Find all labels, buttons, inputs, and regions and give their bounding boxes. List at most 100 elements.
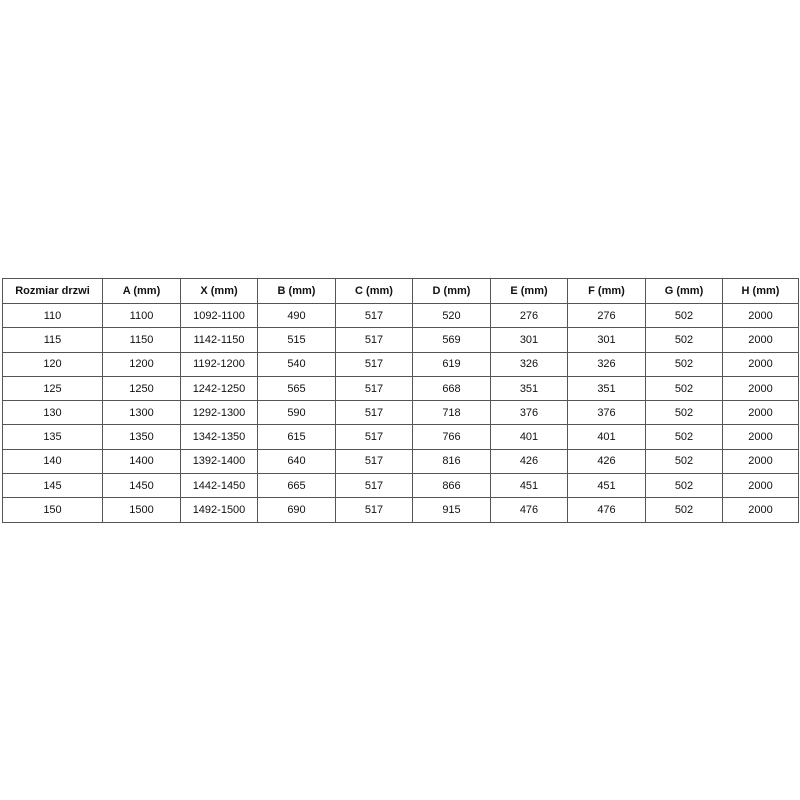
header-cell: E (mm)	[490, 278, 568, 304]
table-cell: 145	[2, 473, 103, 499]
table-cell: 2000	[722, 375, 799, 402]
table-cell: 2000	[722, 351, 799, 377]
table-cell: 351	[567, 375, 646, 402]
table-row: 130 1300 1292-1300 590 517 718 376 376 502 2000	[2, 400, 799, 426]
table-cell: 276	[490, 302, 568, 329]
table-cell: 1292-1300	[180, 400, 258, 426]
table-row: 140 1400 1392-1400 640 517 816 426 426 502 2000	[2, 448, 799, 475]
header-cell: A (mm)	[102, 278, 181, 304]
table-row: 110 1100 1092-1100 490 517 520 276 276 502 2000	[2, 302, 799, 329]
table-cell: 665	[257, 473, 336, 499]
table-cell: 640	[257, 448, 336, 475]
table-cell: 569	[412, 327, 491, 353]
header-cell: B (mm)	[257, 278, 336, 304]
table-cell: 2000	[722, 302, 799, 329]
table-cell: 326	[490, 351, 568, 377]
table-cell: 565	[257, 375, 336, 402]
table-cell: 451	[490, 473, 568, 499]
table-cell: 2000	[722, 473, 799, 499]
table-cell: 2000	[722, 448, 799, 475]
table-cell: 451	[567, 473, 646, 499]
table-cell: 401	[567, 424, 646, 450]
table-cell: 502	[645, 497, 723, 523]
table-body: 110 1100 1092-1100 490 517 520 276 276 502 2000 11…	[2, 302, 799, 523]
table-cell: 517	[335, 424, 413, 450]
table-cell: 590	[257, 400, 336, 426]
table-cell: 110	[2, 302, 103, 329]
table-row: 145 1450 1442-1450 665 517 866 451 451 502 2000	[2, 473, 799, 499]
header-cell: F (mm)	[567, 278, 646, 304]
table-cell: 2000	[722, 424, 799, 450]
table-cell: 2000	[722, 400, 799, 426]
table-cell: 276	[567, 302, 646, 329]
table-cell: 301	[567, 327, 646, 353]
table-cell: 1192-1200	[180, 351, 258, 377]
table-cell: 376	[567, 400, 646, 426]
table-cell: 517	[335, 473, 413, 499]
table-cell: 1500	[102, 497, 181, 523]
table-cell: 476	[567, 497, 646, 523]
table-cell: 619	[412, 351, 491, 377]
table-cell: 502	[645, 375, 723, 402]
table-row: 120 1200 1192-1200 540 517 619 326 326 502 2000	[2, 351, 799, 377]
table-cell: 502	[645, 302, 723, 329]
table-cell: 915	[412, 497, 491, 523]
header-cell: Rozmiar drzwi	[2, 278, 103, 304]
table-cell: 517	[335, 400, 413, 426]
table-cell: 718	[412, 400, 491, 426]
table-cell: 690	[257, 497, 336, 523]
table-cell: 1492-1500	[180, 497, 258, 523]
table-cell: 1442-1450	[180, 473, 258, 499]
dimension-table: Rozmiar drzwi A (mm) X (mm) B (mm) C (mm) D (…	[2, 278, 799, 523]
table-cell: 517	[335, 351, 413, 377]
table-cell: 490	[257, 302, 336, 329]
table-cell: 502	[645, 473, 723, 499]
header-cell: G (mm)	[645, 278, 723, 304]
table-cell: 2000	[722, 497, 799, 523]
table-cell: 1392-1400	[180, 448, 258, 475]
table-cell: 1342-1350	[180, 424, 258, 450]
table-cell: 135	[2, 424, 103, 450]
header-cell: D (mm)	[412, 278, 491, 304]
table-row: 125 1250 1242-1250 565 517 668 351 351 502 2000	[2, 375, 799, 402]
table-cell: 476	[490, 497, 568, 523]
table-cell: 125	[2, 375, 103, 402]
table-cell: 1092-1100	[180, 302, 258, 329]
table-cell: 502	[645, 327, 723, 353]
table-row: 135 1350 1342-1350 615 517 766 401 401 502 2000	[2, 424, 799, 450]
header-row: Rozmiar drzwi A (mm) X (mm) B (mm) C (mm) D (…	[2, 278, 799, 304]
table-cell: 502	[645, 424, 723, 450]
table-cell: 120	[2, 351, 103, 377]
table-cell: 326	[567, 351, 646, 377]
table-cell: 1350	[102, 424, 181, 450]
table-cell: 517	[335, 448, 413, 475]
table-cell: 150	[2, 497, 103, 523]
table-cell: 2000	[722, 327, 799, 353]
header-cell: C (mm)	[335, 278, 413, 304]
table-cell: 1142-1150	[180, 327, 258, 353]
table-cell: 301	[490, 327, 568, 353]
table-cell: 668	[412, 375, 491, 402]
table-cell: 502	[645, 351, 723, 377]
table-cell: 115	[2, 327, 103, 353]
table-row: 115 1150 1142-1150 515 517 569 301 301 502 2000	[2, 327, 799, 353]
table-cell: 351	[490, 375, 568, 402]
table-cell: 1250	[102, 375, 181, 402]
table-cell: 401	[490, 424, 568, 450]
table-cell: 130	[2, 400, 103, 426]
table-cell: 517	[335, 327, 413, 353]
table-cell: 426	[567, 448, 646, 475]
table-cell: 1400	[102, 448, 181, 475]
table-cell: 766	[412, 424, 491, 450]
table-cell: 1242-1250	[180, 375, 258, 402]
table-cell: 1200	[102, 351, 181, 377]
table-cell: 502	[645, 400, 723, 426]
header-cell: H (mm)	[722, 278, 799, 304]
table-cell: 1450	[102, 473, 181, 499]
table-cell: 1150	[102, 327, 181, 353]
table-cell: 816	[412, 448, 491, 475]
table-cell: 376	[490, 400, 568, 426]
table-cell: 140	[2, 448, 103, 475]
table-cell: 615	[257, 424, 336, 450]
table-cell: 540	[257, 351, 336, 377]
